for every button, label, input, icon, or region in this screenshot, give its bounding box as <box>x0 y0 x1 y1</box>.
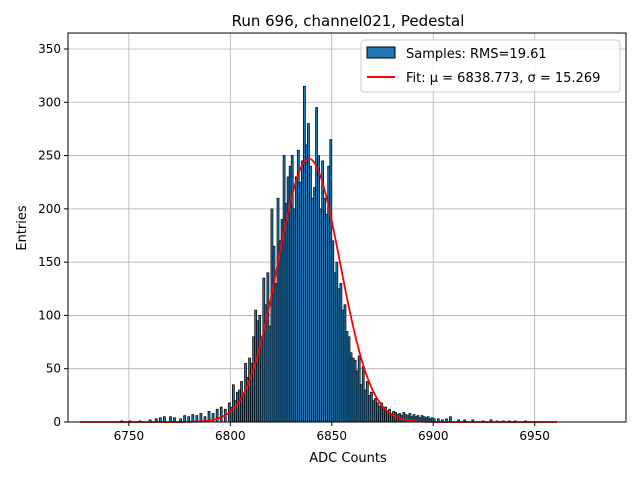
y-tick-label: 350 <box>38 42 61 56</box>
y-tick-label: 250 <box>38 149 61 163</box>
y-tick-label: 100 <box>38 308 61 322</box>
y-axis-ticks: 0 50 100 150 200 250 300 350 <box>38 42 68 429</box>
histogram-bar <box>219 406 223 423</box>
legend-samples-label: Samples: RMS=19.61 <box>406 47 547 62</box>
histogram-bar <box>215 408 219 423</box>
x-tick-label: 6850 <box>317 429 348 443</box>
y-axis-label: Entries <box>15 205 30 251</box>
y-tick-label: 200 <box>38 202 61 216</box>
y-tick-label: 150 <box>38 255 61 269</box>
y-tick-label: 300 <box>38 95 61 109</box>
x-tick-label: 6900 <box>418 429 449 443</box>
y-tick-label: 50 <box>46 362 61 376</box>
legend: Samples: RMS=19.61 Fit: μ = 6838.773, σ … <box>360 39 621 93</box>
legend-fit-label: Fit: μ = 6838.773, σ = 15.269 <box>406 71 600 86</box>
chart-title: Run 696, channel021, Pedestal <box>232 12 465 30</box>
x-axis-ticks: 6750 6800 6850 6900 6950 <box>114 422 550 443</box>
x-tick-label: 6950 <box>519 429 550 443</box>
legend-samples-swatch <box>366 46 396 59</box>
plot-frame <box>67 32 627 423</box>
x-tick-label: 6800 <box>215 429 246 443</box>
legend-box <box>360 39 621 93</box>
x-axis-label: ADC Counts <box>309 451 387 466</box>
y-tick-label: 0 <box>53 415 61 429</box>
x-tick-label: 6750 <box>114 429 145 443</box>
